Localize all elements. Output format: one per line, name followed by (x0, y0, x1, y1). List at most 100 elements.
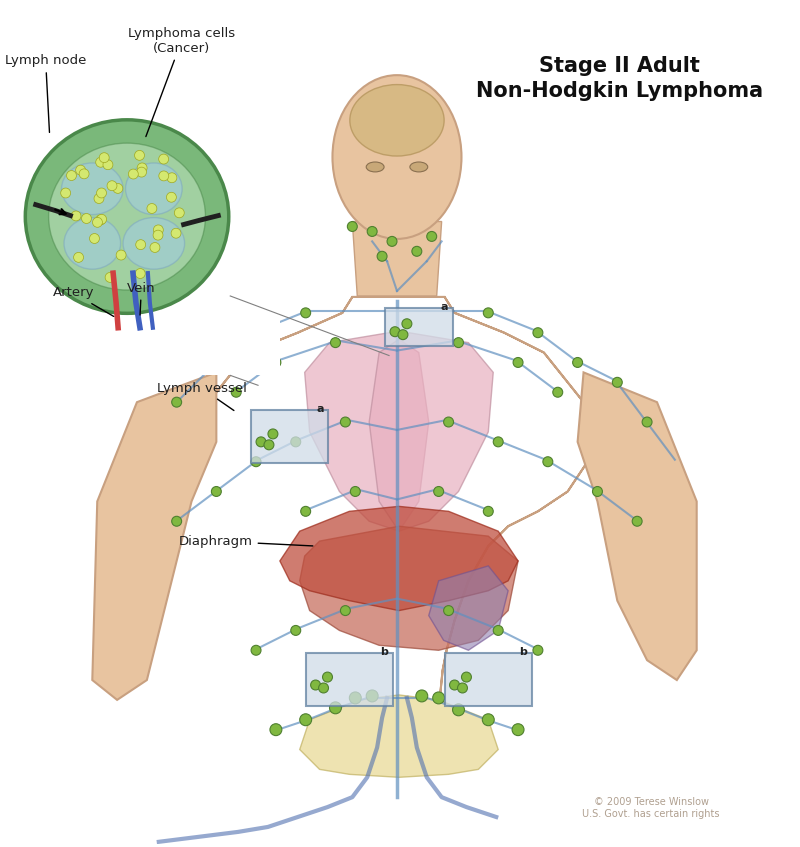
Text: Lymph node: Lymph node (5, 54, 86, 132)
Ellipse shape (450, 680, 459, 690)
Ellipse shape (350, 692, 362, 704)
Polygon shape (305, 333, 429, 531)
Ellipse shape (268, 429, 278, 439)
Ellipse shape (97, 188, 106, 198)
Ellipse shape (350, 486, 360, 496)
Ellipse shape (134, 151, 145, 160)
Ellipse shape (458, 683, 467, 693)
Ellipse shape (377, 252, 387, 261)
Ellipse shape (64, 218, 121, 269)
Ellipse shape (426, 231, 437, 241)
Ellipse shape (494, 437, 503, 447)
Polygon shape (216, 297, 587, 700)
Ellipse shape (154, 225, 163, 235)
Ellipse shape (211, 486, 222, 496)
Ellipse shape (402, 318, 412, 329)
Ellipse shape (159, 171, 169, 181)
Ellipse shape (116, 250, 126, 260)
Ellipse shape (74, 252, 83, 263)
Ellipse shape (271, 357, 281, 368)
Ellipse shape (107, 180, 117, 191)
Ellipse shape (318, 683, 329, 693)
Ellipse shape (533, 328, 543, 338)
Polygon shape (300, 695, 498, 778)
Ellipse shape (172, 517, 182, 526)
Ellipse shape (150, 242, 160, 252)
Bar (4, 10, 280, 375)
Text: b: b (380, 647, 388, 657)
Ellipse shape (158, 154, 169, 164)
Ellipse shape (330, 702, 342, 714)
Ellipse shape (444, 606, 454, 616)
Ellipse shape (512, 723, 524, 736)
Bar (306, 653, 393, 706)
Text: Artery: Artery (53, 286, 114, 317)
Text: Vein: Vein (127, 281, 156, 315)
Ellipse shape (494, 625, 503, 635)
Ellipse shape (333, 75, 462, 239)
Ellipse shape (366, 690, 378, 702)
Ellipse shape (341, 417, 350, 427)
Ellipse shape (99, 152, 109, 163)
Ellipse shape (454, 338, 463, 347)
Ellipse shape (366, 162, 384, 172)
Ellipse shape (171, 228, 181, 238)
Bar (445, 653, 532, 706)
Ellipse shape (211, 357, 222, 368)
Ellipse shape (341, 606, 350, 616)
Text: Lymph vessel: Lymph vessel (157, 382, 246, 411)
Ellipse shape (483, 507, 494, 517)
Ellipse shape (301, 507, 310, 517)
Ellipse shape (172, 397, 182, 407)
Ellipse shape (270, 723, 282, 736)
Ellipse shape (543, 457, 553, 467)
Ellipse shape (66, 170, 77, 180)
Ellipse shape (434, 486, 444, 496)
Ellipse shape (251, 328, 261, 338)
Ellipse shape (632, 517, 642, 526)
Ellipse shape (49, 143, 206, 290)
Ellipse shape (350, 85, 444, 156)
Text: a: a (316, 404, 323, 414)
Ellipse shape (398, 329, 408, 340)
Ellipse shape (103, 160, 113, 169)
Ellipse shape (433, 692, 445, 704)
Ellipse shape (82, 213, 91, 224)
Polygon shape (92, 373, 216, 700)
Ellipse shape (71, 211, 81, 221)
Ellipse shape (79, 169, 89, 179)
Ellipse shape (61, 188, 70, 198)
Ellipse shape (416, 690, 428, 702)
Text: Diaphragm: Diaphragm (178, 534, 313, 548)
Text: Lymphoma cells
(Cancer): Lymphoma cells (Cancer) (128, 27, 235, 136)
Ellipse shape (256, 437, 266, 447)
Ellipse shape (410, 162, 428, 172)
Ellipse shape (513, 357, 523, 368)
Ellipse shape (97, 214, 106, 224)
Ellipse shape (105, 273, 115, 282)
Ellipse shape (137, 163, 147, 173)
Ellipse shape (573, 357, 582, 368)
Ellipse shape (310, 680, 321, 690)
Ellipse shape (483, 307, 494, 318)
Ellipse shape (137, 167, 146, 177)
Ellipse shape (128, 169, 138, 179)
Polygon shape (369, 333, 494, 531)
Bar (385, 307, 453, 346)
Ellipse shape (76, 165, 86, 175)
Ellipse shape (300, 714, 312, 726)
Ellipse shape (113, 184, 123, 193)
Ellipse shape (553, 387, 562, 397)
Text: b: b (519, 647, 527, 657)
Polygon shape (578, 373, 697, 680)
Bar (251, 410, 329, 462)
Ellipse shape (533, 645, 543, 656)
Ellipse shape (593, 486, 602, 496)
Ellipse shape (264, 440, 274, 450)
Ellipse shape (367, 226, 377, 236)
Text: © 2009 Terese Winslow
U.S. Govt. has certain rights: © 2009 Terese Winslow U.S. Govt. has cer… (582, 797, 720, 818)
Ellipse shape (96, 215, 106, 225)
Ellipse shape (62, 163, 123, 214)
Polygon shape (300, 526, 518, 650)
Ellipse shape (453, 704, 465, 716)
